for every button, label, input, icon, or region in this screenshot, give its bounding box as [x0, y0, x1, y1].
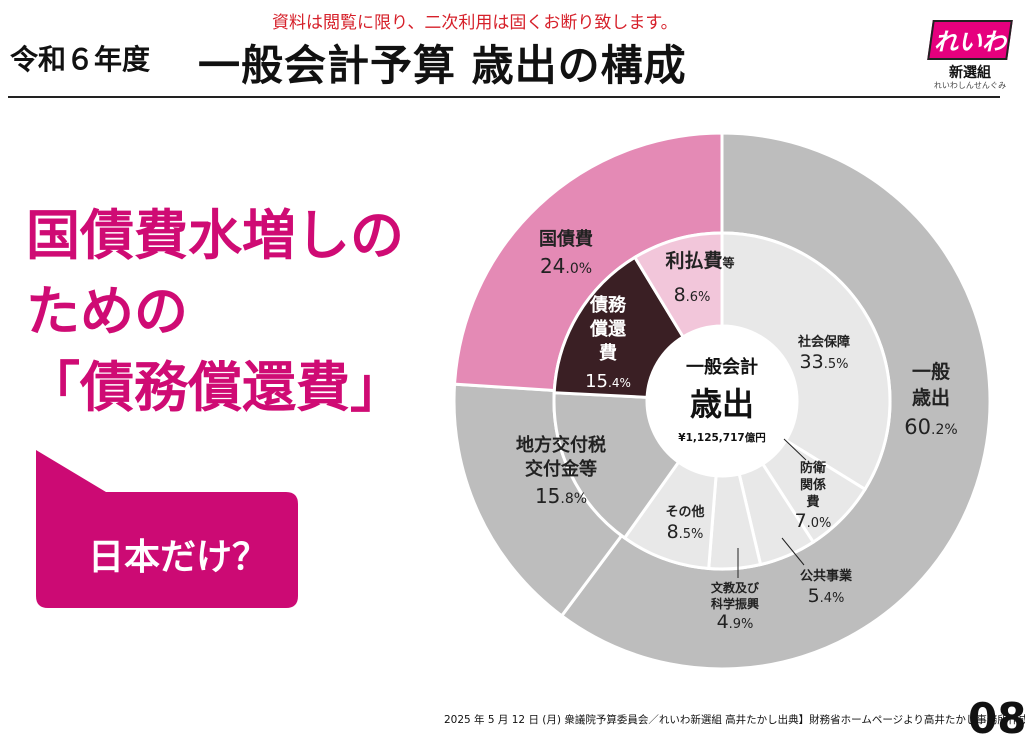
- bubble-shape: [36, 450, 298, 608]
- label-inner-1-value: 7.0%: [795, 510, 832, 532]
- logo-name: れいわ: [934, 28, 1006, 56]
- headline-line-3: 「債務償還費」: [26, 356, 404, 419]
- label-inner-6: 債務償還費 15.4%: [585, 294, 631, 392]
- logo-sub: 新選組: [949, 65, 991, 81]
- page-number: 08: [968, 694, 1025, 743]
- headline-line-2: ための: [26, 280, 188, 343]
- donut-hole: [647, 326, 797, 476]
- label-inner-4-value: 8.5%: [667, 521, 704, 543]
- bubble-text: 日本だけ？: [87, 537, 268, 578]
- leader-public-works: [781, 537, 805, 566]
- reiwa-logo: れいわ 新選組 れいわしんせんぐみ: [927, 20, 1013, 92]
- label-inner-1-text-0: 防衛: [800, 460, 826, 476]
- label-outer-0-text-0: 一般: [912, 360, 950, 383]
- label-inner-1-text-2: 費: [806, 494, 819, 510]
- page-title: 一般会計予算 歳出の構成: [198, 41, 687, 90]
- label-inner-0-text-0: 社会保障: [797, 334, 850, 350]
- label-inner-6-text-2: 費: [599, 342, 617, 364]
- label-outer-2: 国債費 24.0%: [539, 228, 593, 278]
- label-outer-0-text-1: 歳出: [912, 386, 950, 409]
- headline-line-1: 国債費水増しの: [26, 204, 404, 267]
- headline: 国債費水増しの ための 「債務償還費」: [26, 198, 466, 426]
- label-inner-3-text-1: 科学振興: [711, 596, 759, 611]
- label-inner-7-text: 利払費等: [665, 249, 734, 272]
- label-inner-4-text-0: その他: [665, 504, 704, 520]
- label-outer-1-text-0: 地方交付税: [516, 434, 606, 456]
- logo-reading: れいわしんせんぐみ: [933, 81, 1007, 90]
- label-inner-7-value: 8.6%: [674, 284, 711, 306]
- label-outer-2-value: 24.0%: [540, 254, 592, 278]
- label-inner-1-text-1: 関係: [800, 477, 826, 493]
- label-inner-2-text-0: 公共事業: [800, 568, 853, 584]
- source-footer: 2025 年 5 月 12 日 (月) 衆議院予算委員会／れいわ新選組 高井たか…: [444, 714, 1025, 726]
- label-inner-2-value: 5.4%: [808, 585, 845, 607]
- usage-notice: 資料は閲覧に限り、二次利用は固くお断り致します。: [272, 13, 678, 33]
- label-outer-2-text-0: 国債費: [539, 228, 593, 250]
- label-inner-6-text-0: 債務: [589, 294, 627, 316]
- title-divider: [8, 96, 1000, 98]
- label-outer-0-value: 60.2%: [904, 415, 957, 439]
- label-inner-6-text-1: 償還: [589, 318, 627, 340]
- center-label-2: 歳出: [690, 385, 754, 423]
- label-inner-7: 利払費等 8.6%: [665, 249, 734, 306]
- label-outer-1-value: 15.8%: [535, 484, 587, 508]
- label-inner-3-text-0: 文教及び: [711, 580, 760, 595]
- question-bubble: 日本だけ？: [36, 450, 300, 608]
- label-outer-1-text-1: 交付金等: [525, 458, 597, 480]
- title-era: 令和６年度: [10, 43, 151, 76]
- leader-defense: [783, 438, 807, 461]
- label-inner-3-value: 4.9%: [717, 611, 754, 633]
- label-inner-6-value: 15.4%: [585, 371, 631, 392]
- center-label-1: 一般会計: [686, 356, 758, 378]
- label-inner-0-value: 33.5%: [800, 351, 849, 373]
- center-total: ¥1,125,717億円: [678, 431, 765, 444]
